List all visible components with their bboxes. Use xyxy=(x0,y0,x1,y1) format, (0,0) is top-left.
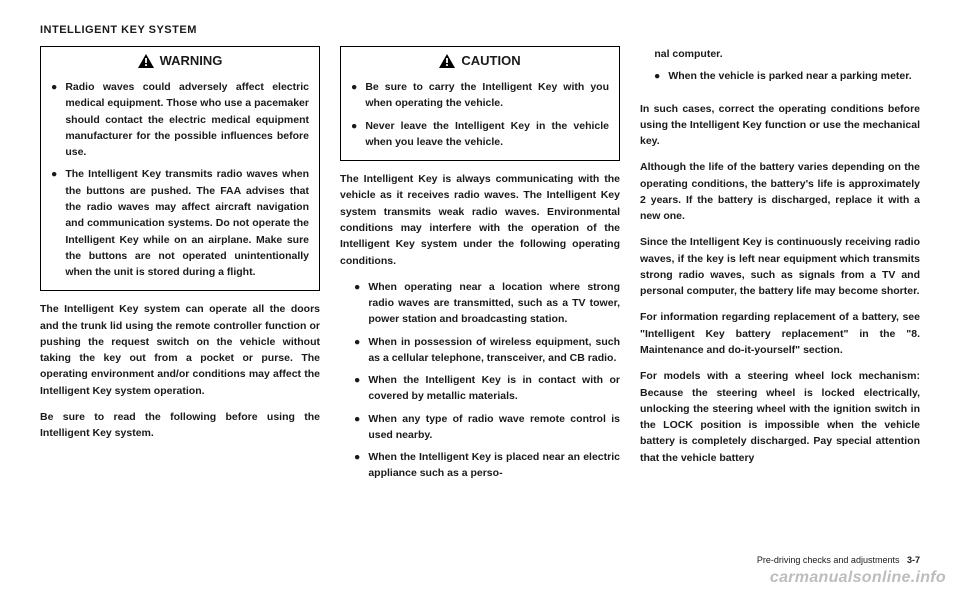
body-paragraph: In such cases, correct the operating con… xyxy=(640,101,920,150)
warning-icon xyxy=(138,54,154,68)
warning-box: WARNING ●Radio waves could adversely aff… xyxy=(40,46,320,291)
body-bullet-list-cont: ●nal computer. ●When the vehicle is park… xyxy=(640,46,920,91)
caution-label: CAUTION xyxy=(461,51,520,71)
list-item: ●When operating near a location where st… xyxy=(354,279,620,328)
caution-icon xyxy=(439,54,455,68)
body-paragraph: Although the life of the battery varies … xyxy=(640,159,920,224)
body-paragraph: Be sure to read the following before usi… xyxy=(40,409,320,442)
warning-item: ●Radio waves could adversely affect elec… xyxy=(51,79,309,160)
warning-header: WARNING xyxy=(41,47,319,73)
page-footer: Pre-driving checks and adjustments 3-7 xyxy=(757,555,920,565)
caution-body: ●Be sure to carry the Intelligent Key wi… xyxy=(341,73,619,160)
body-paragraph: Since the Intelligent Key is continuousl… xyxy=(640,234,920,299)
list-item: ●When the Intelligent Key is in contact … xyxy=(354,372,620,405)
column-3: ●nal computer. ●When the vehicle is park… xyxy=(640,46,920,488)
section-title: INTELLIGENT KEY SYSTEM xyxy=(40,24,920,36)
warning-item: ●The Intelligent Key transmits radio wav… xyxy=(51,166,309,280)
list-item: ●When in possession of wireless equipmen… xyxy=(354,334,620,367)
column-1: WARNING ●Radio waves could adversely aff… xyxy=(40,46,320,488)
caution-box: CAUTION ●Be sure to carry the Intelligen… xyxy=(340,46,620,161)
caution-item: ●Be sure to carry the Intelligent Key wi… xyxy=(351,79,609,112)
footer-text: Pre-driving checks and adjustments xyxy=(757,555,900,565)
list-item: ●When any type of radio wave remote cont… xyxy=(354,411,620,444)
column-2: CAUTION ●Be sure to carry the Intelligen… xyxy=(340,46,620,488)
list-item: ●When the Intelligent Key is placed near… xyxy=(354,449,620,482)
page-columns: WARNING ●Radio waves could adversely aff… xyxy=(40,46,920,488)
body-paragraph: For information regarding replacement of… xyxy=(640,309,920,358)
body-paragraph: For models with a steering wheel lock me… xyxy=(640,368,920,466)
caution-header: CAUTION xyxy=(341,47,619,73)
caution-item: ●Never leave the Intelligent Key in the … xyxy=(351,118,609,151)
list-item: ●nal computer. xyxy=(640,46,920,62)
body-paragraph: The Intelligent Key is always communicat… xyxy=(340,171,620,269)
warning-label: WARNING xyxy=(160,51,223,71)
body-paragraph: The Intelligent Key system can operate a… xyxy=(40,301,320,399)
body-bullet-list: ●When operating near a location where st… xyxy=(340,279,620,488)
watermark: carmanualsonline.info xyxy=(770,569,946,587)
list-item: ●When the vehicle is parked near a parki… xyxy=(654,68,920,84)
page-number: 3-7 xyxy=(907,555,920,565)
warning-body: ●Radio waves could adversely affect elec… xyxy=(41,73,319,290)
